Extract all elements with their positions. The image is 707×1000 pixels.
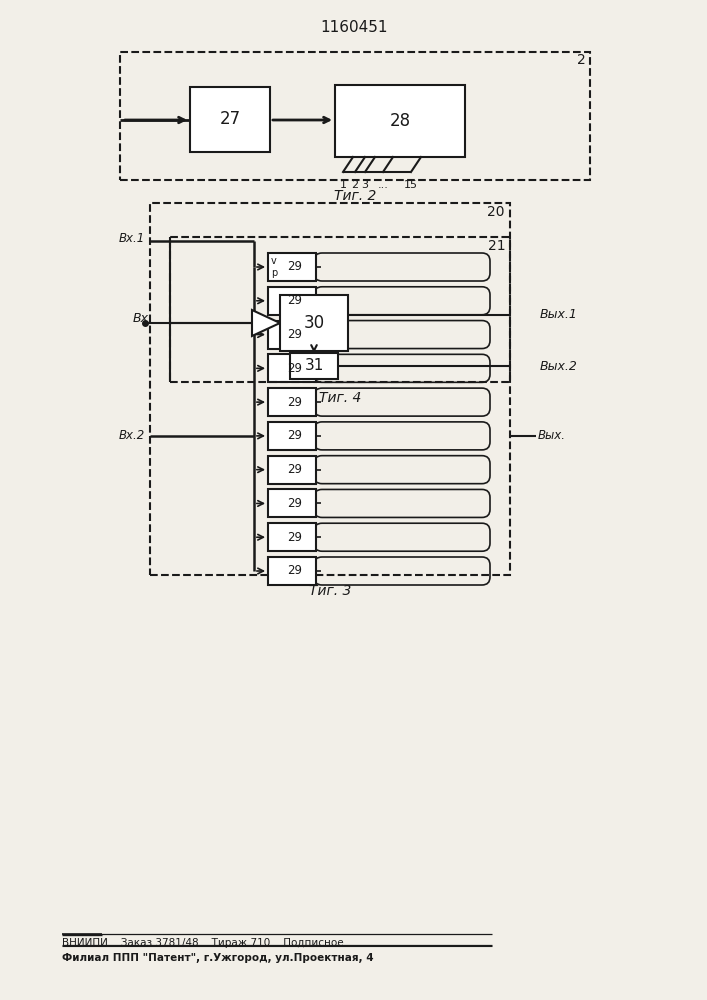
- Bar: [335, 85, 465, 157]
- Text: 29: 29: [288, 497, 303, 510]
- Text: 20: 20: [488, 205, 505, 219]
- Bar: [268, 287, 316, 315]
- Text: Вых.2: Вых.2: [540, 360, 578, 372]
- Bar: [268, 422, 316, 450]
- Text: 3: 3: [361, 180, 368, 190]
- FancyBboxPatch shape: [314, 354, 490, 382]
- Bar: [268, 456, 316, 484]
- Text: 28: 28: [390, 112, 411, 130]
- FancyBboxPatch shape: [314, 321, 490, 349]
- FancyBboxPatch shape: [314, 489, 490, 517]
- Text: Τиг. 3: Τиг. 3: [309, 584, 351, 598]
- Bar: [268, 489, 316, 517]
- Text: 29: 29: [288, 260, 303, 273]
- FancyBboxPatch shape: [314, 557, 490, 585]
- Bar: [280, 295, 348, 351]
- FancyBboxPatch shape: [314, 388, 490, 416]
- Text: 29: 29: [288, 328, 303, 341]
- Bar: [268, 388, 316, 416]
- Text: p: p: [271, 268, 277, 278]
- Bar: [190, 87, 270, 152]
- Text: 21: 21: [489, 239, 506, 253]
- Bar: [268, 557, 316, 585]
- Text: 29: 29: [288, 463, 303, 476]
- Bar: [268, 523, 316, 551]
- FancyBboxPatch shape: [314, 287, 490, 315]
- Bar: [170, 237, 510, 382]
- Text: Τиг. 4: Τиг. 4: [319, 391, 361, 405]
- Text: 2: 2: [351, 180, 358, 190]
- Bar: [268, 253, 316, 281]
- Text: 29: 29: [288, 429, 303, 442]
- Text: v: v: [271, 256, 277, 266]
- FancyBboxPatch shape: [314, 253, 490, 281]
- Text: 29: 29: [288, 362, 303, 375]
- Bar: [290, 353, 338, 379]
- Text: Вх.2: Вх.2: [119, 429, 145, 442]
- Text: Вх.1: Вх.1: [119, 232, 145, 245]
- Text: 2: 2: [577, 53, 586, 67]
- Bar: [268, 354, 316, 382]
- Text: 31: 31: [304, 359, 324, 373]
- Bar: [150, 203, 510, 575]
- Text: Вых.: Вых.: [538, 429, 566, 442]
- Text: Филиал ППП "Патент", г.Ужгород, ул.Проектная, 4: Филиал ППП "Патент", г.Ужгород, ул.Проек…: [62, 953, 373, 963]
- Text: 27: 27: [219, 110, 240, 128]
- Text: ...: ...: [378, 180, 388, 190]
- Text: 29: 29: [288, 396, 303, 409]
- Text: 1: 1: [339, 180, 346, 190]
- Text: ВНИИПИ    Заказ 3781/48    Тираж 710    Подписное: ВНИИПИ Заказ 3781/48 Тираж 710 Подписное: [62, 938, 344, 948]
- Text: 29: 29: [288, 564, 303, 578]
- Text: 15: 15: [404, 180, 418, 190]
- Text: 29: 29: [288, 531, 303, 544]
- Text: Τиг. 2: Τиг. 2: [334, 189, 376, 203]
- FancyBboxPatch shape: [314, 422, 490, 450]
- Polygon shape: [252, 310, 280, 336]
- FancyBboxPatch shape: [314, 456, 490, 484]
- Text: 30: 30: [303, 314, 325, 332]
- Text: Вх: Вх: [133, 312, 149, 324]
- FancyBboxPatch shape: [314, 523, 490, 551]
- Bar: [120, 52, 590, 180]
- Text: Вых.1: Вых.1: [540, 308, 578, 322]
- Text: 29: 29: [288, 294, 303, 307]
- Text: 1160451: 1160451: [320, 20, 387, 35]
- Bar: [268, 321, 316, 349]
